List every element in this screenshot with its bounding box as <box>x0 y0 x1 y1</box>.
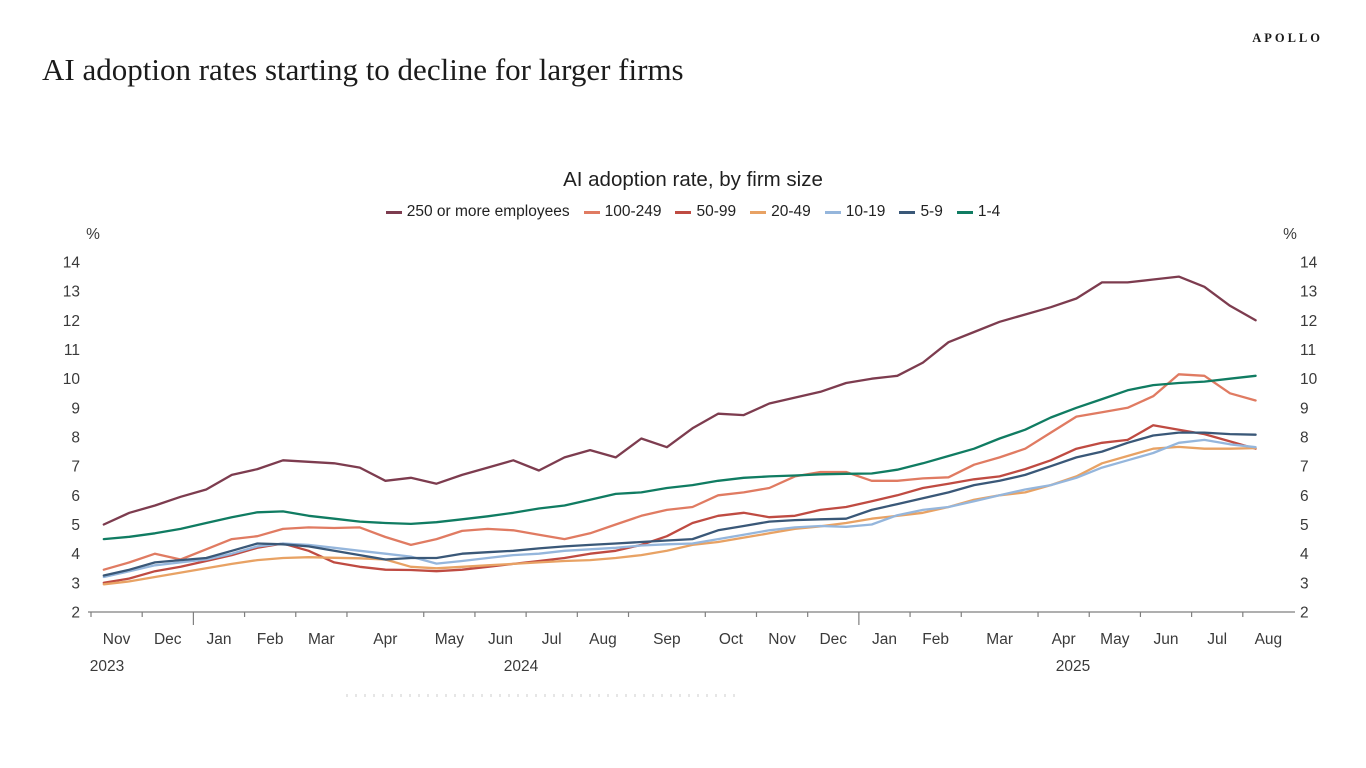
y-axis-label-right: 2 <box>1300 605 1309 622</box>
x-axis-month-label: Nov <box>768 631 796 648</box>
chart-legend: 250 or more employees 100-249 50-99 20-4… <box>91 203 1295 221</box>
x-axis-month-label: Sep <box>653 631 681 648</box>
legend-item-1-4: 1-4 <box>956 203 1001 221</box>
y-axis-label-left: 13 <box>63 284 80 301</box>
illegible-source-note <box>346 694 741 697</box>
y-axis-label-right: 6 <box>1300 488 1309 505</box>
legend-swatch-icon <box>675 210 692 214</box>
y-axis-label-left: 3 <box>71 575 80 592</box>
y-axis-label-right: 3 <box>1300 575 1309 592</box>
x-axis-month-label: Aug <box>1255 631 1283 648</box>
legend-label: 100-249 <box>604 203 662 220</box>
y-axis-label-left: 5 <box>71 517 80 534</box>
y-axis-label-left: 12 <box>63 313 80 330</box>
x-axis-month-label: Jul <box>1207 631 1227 648</box>
brand-logo: APOLLO <box>1252 31 1323 45</box>
x-axis-month-label: Apr <box>373 631 397 648</box>
legend-item-20-49: 20-49 <box>750 203 811 221</box>
x-axis-month-label: Dec <box>819 631 847 648</box>
x-axis-month-label: Oct <box>719 631 744 648</box>
legend-label: 5-9 <box>920 203 943 220</box>
y-axis-label-left: 4 <box>71 546 80 563</box>
legend-item-250-or-more-employees: 250 or more employees <box>385 203 570 221</box>
y-axis-label-left: 14 <box>63 255 81 272</box>
y-axis-label-right: 8 <box>1300 430 1309 447</box>
y-axis-label-right: 14 <box>1300 255 1318 272</box>
x-axis-month-label: Apr <box>1052 631 1076 648</box>
series-line-250-or-more-employees <box>102 275 1257 526</box>
y-axis-unit-left: % <box>86 226 100 243</box>
legend-swatch-icon <box>824 210 841 214</box>
series-line-50-99 <box>102 424 1257 584</box>
series-line-100-249 <box>102 373 1257 571</box>
legend-label: 250 or more employees <box>406 203 570 220</box>
y-axis-label-right: 10 <box>1300 371 1318 388</box>
legend-label: 1-4 <box>977 203 1001 220</box>
y-axis-label-right: 9 <box>1300 400 1309 417</box>
x-axis-month-label: Aug <box>589 631 617 648</box>
x-axis-month-label: Jan <box>872 631 897 648</box>
y-axis-label-right: 12 <box>1300 313 1317 330</box>
chart-title: AI adoption rate, by firm size <box>563 168 823 191</box>
y-axis-label-left: 8 <box>71 430 80 447</box>
x-axis-month-label: Feb <box>922 631 949 648</box>
x-axis-month-label: Feb <box>257 631 284 648</box>
legend-label: 50-99 <box>696 203 737 220</box>
y-axis-unit-right: % <box>1283 226 1297 243</box>
y-axis-label-left: 11 <box>64 342 80 359</box>
x-axis-year-label: 2024 <box>504 658 539 675</box>
series-line-20-49 <box>102 445 1257 586</box>
x-axis-month-label: May <box>435 631 465 648</box>
y-axis-label-right: 11 <box>1300 342 1316 359</box>
y-axis-label-left: 10 <box>63 371 81 388</box>
y-axis-label-right: 4 <box>1300 546 1309 563</box>
x-axis-month-label: Dec <box>154 631 182 648</box>
legend-swatch-icon <box>583 210 600 214</box>
y-axis-label-left: 7 <box>71 459 80 476</box>
x-axis-year-label: 2023 <box>90 658 124 675</box>
legend-swatch-icon <box>899 210 916 214</box>
y-axis-label-left: 6 <box>71 488 80 505</box>
x-axis-month-label: Mar <box>308 631 335 648</box>
legend-item-50-99: 50-99 <box>675 203 736 221</box>
legend-item-5-9: 5-9 <box>899 203 943 221</box>
x-axis-year-label: 2025 <box>1056 658 1090 675</box>
legend-item-10-19: 10-19 <box>824 203 886 221</box>
y-axis-label-right: 13 <box>1300 284 1317 301</box>
series-line-5-9 <box>102 431 1257 577</box>
page-title: AI adoption rates starting to decline fo… <box>42 52 684 87</box>
x-axis-month-label: May <box>1100 631 1130 648</box>
series-line-1-4 <box>102 374 1257 541</box>
y-axis-label-left: 9 <box>71 400 80 417</box>
legend-swatch-icon <box>750 210 767 214</box>
y-axis-label-right: 7 <box>1300 459 1309 476</box>
legend-label: 10-19 <box>845 203 886 220</box>
legend-swatch-icon <box>385 210 402 214</box>
legend-swatch-icon <box>956 210 973 214</box>
x-axis-month-label: Jan <box>206 631 231 648</box>
x-axis-month-label: Nov <box>103 631 131 648</box>
y-axis-label-right: 5 <box>1300 517 1309 534</box>
legend-item-100-249: 100-249 <box>583 203 662 221</box>
x-axis-month-label: Mar <box>986 631 1013 648</box>
x-axis-month-label: Jun <box>488 631 513 648</box>
y-axis-label-left: 2 <box>71 605 80 622</box>
x-axis-month-label: Jun <box>1154 631 1179 648</box>
x-axis-month-label: Jul <box>542 631 562 648</box>
legend-label: 20-49 <box>771 203 811 220</box>
